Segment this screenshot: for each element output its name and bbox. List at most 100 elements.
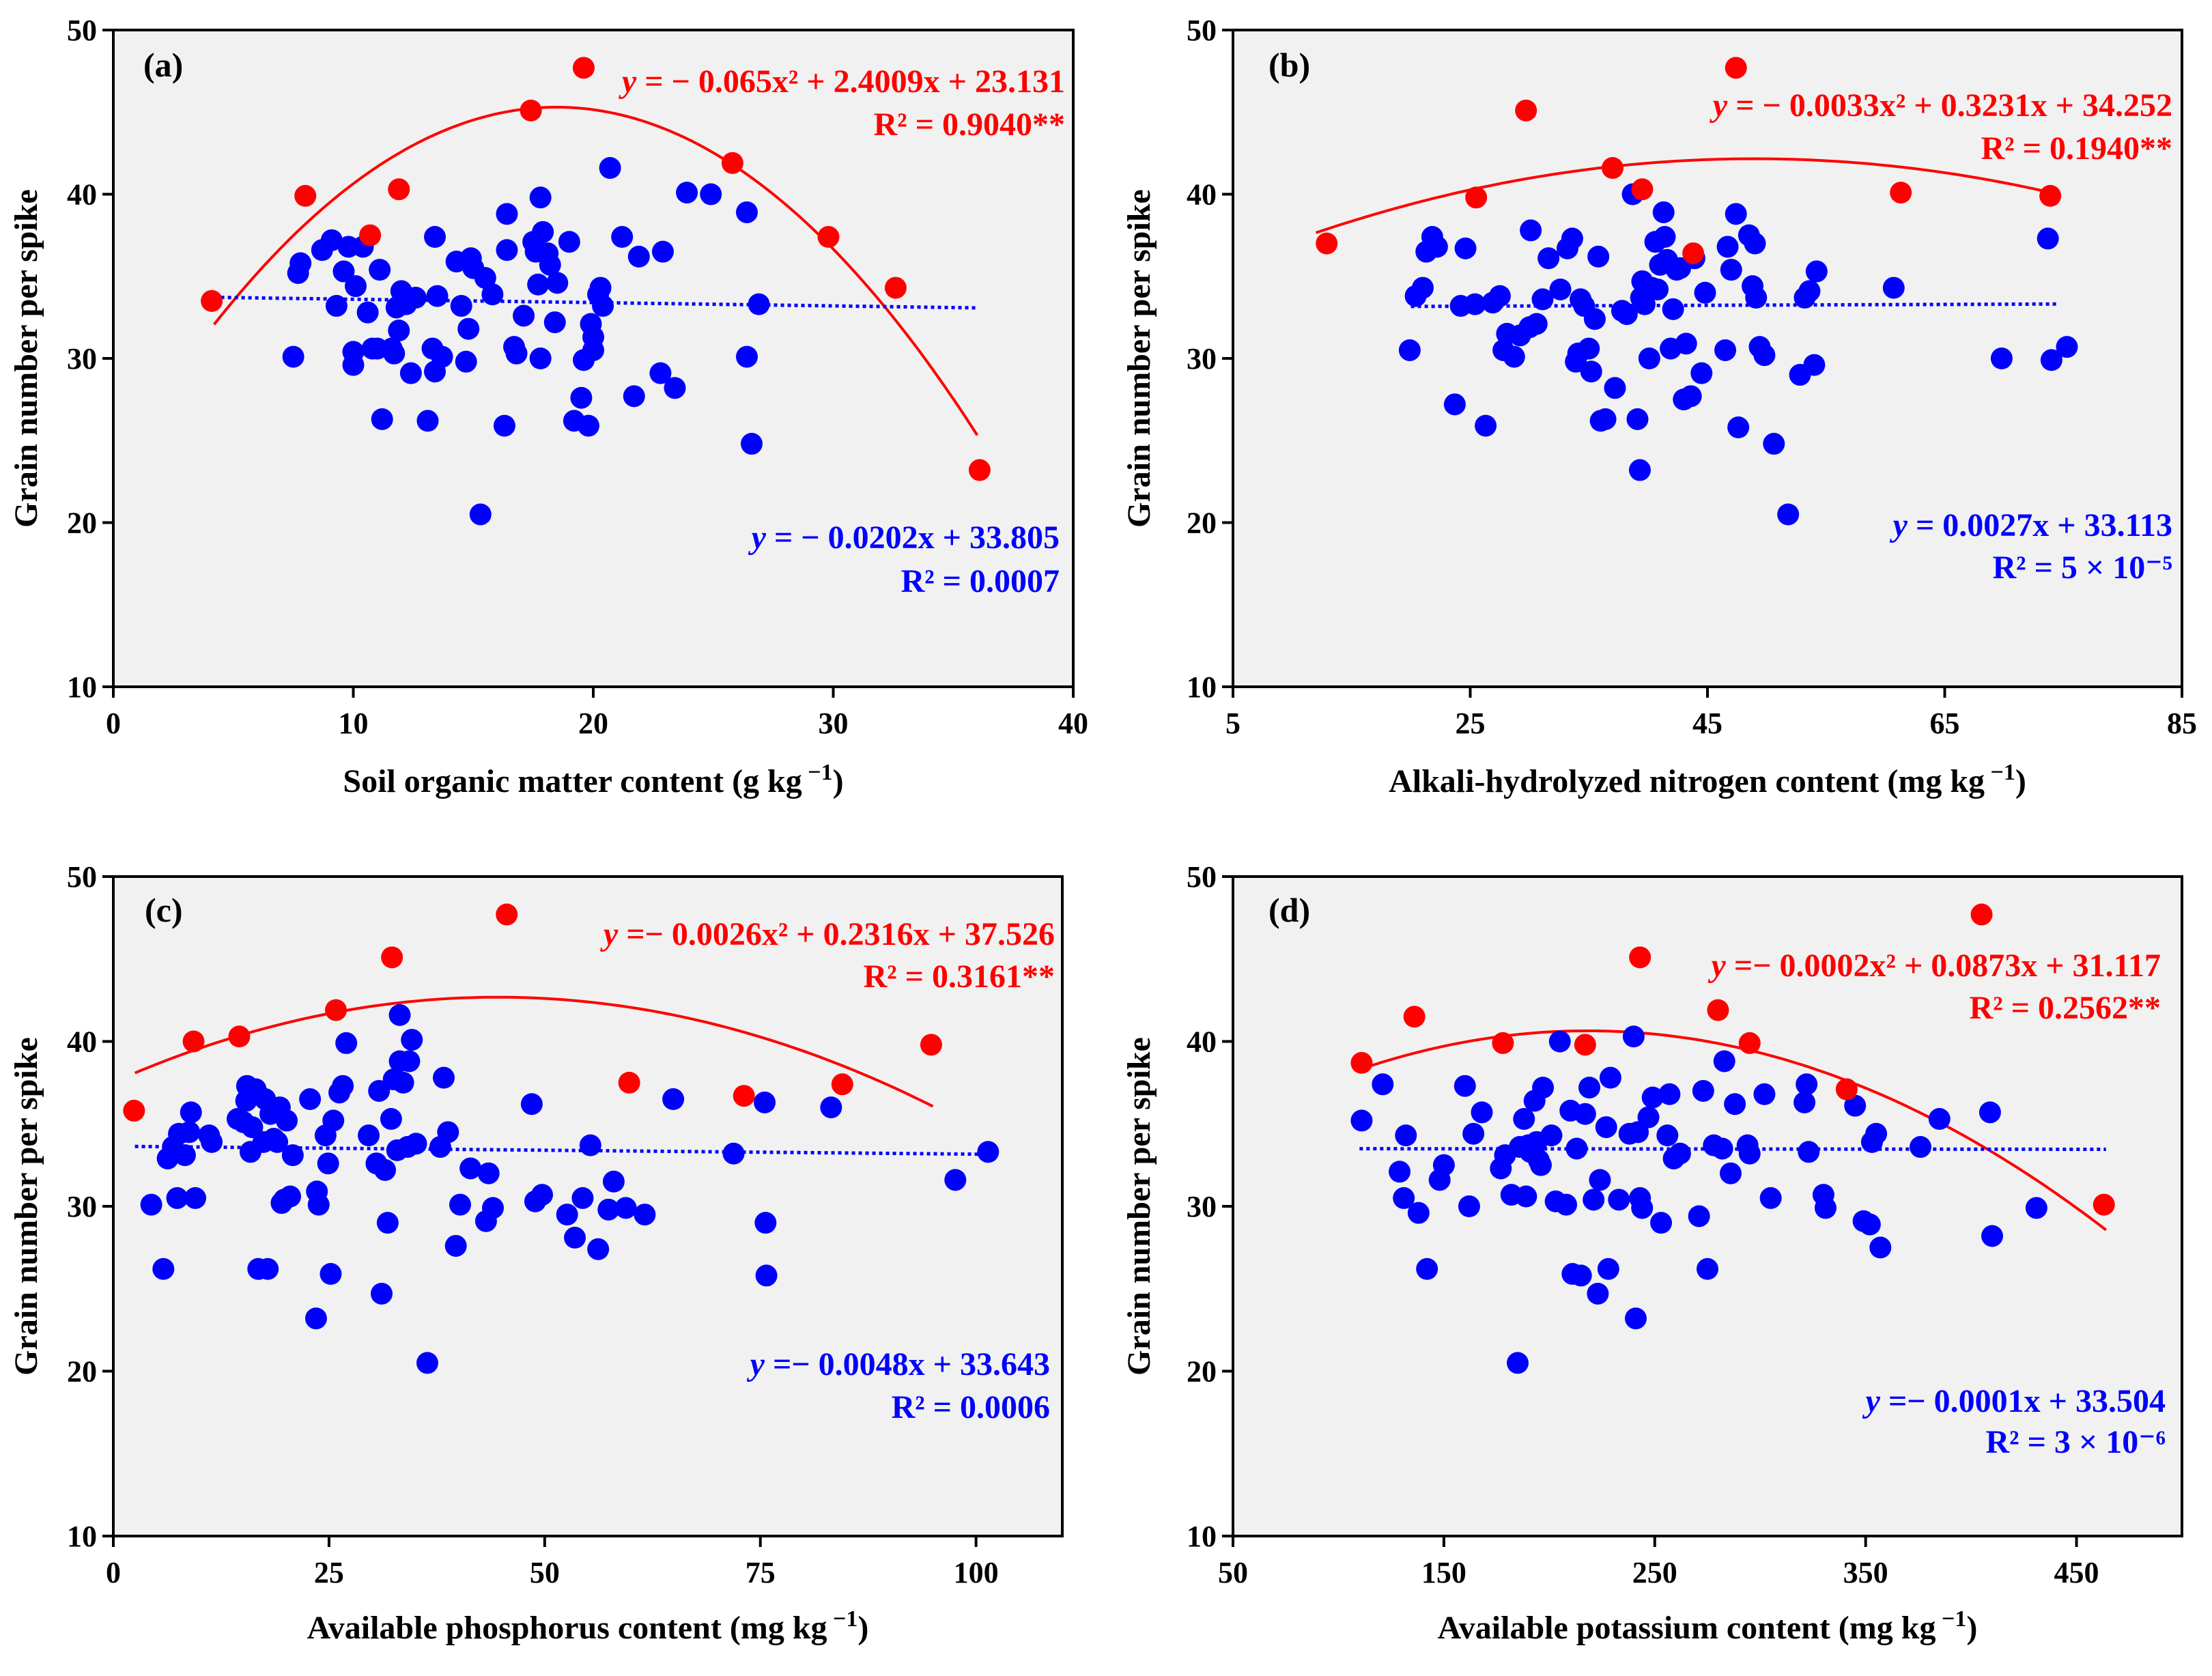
plot-area (1232, 29, 2183, 688)
blue-point (332, 260, 355, 283)
red-point (1403, 1006, 1426, 1028)
blue-point (1658, 1083, 1681, 1105)
blue-point (1389, 1161, 1411, 1183)
blue-point (1525, 313, 1548, 335)
panel-b: 10 20 30 40 50 5 25 45 65 85 Alkali-hydrolyzed nit… (1121, 14, 2197, 799)
blue-point (582, 339, 604, 361)
blue-point (662, 1088, 685, 1111)
blue-point (611, 226, 634, 248)
blue-point (1714, 339, 1737, 361)
blue-point (1513, 1108, 1535, 1131)
blue-point (405, 1133, 427, 1155)
blue-point (1656, 1124, 1679, 1147)
blue-point (1713, 1050, 1735, 1073)
blue-point (1407, 1202, 1430, 1224)
blue-point (1532, 1077, 1555, 1099)
y-tick-label: 10 (1187, 670, 1217, 704)
blue-point (201, 1131, 223, 1153)
blue-point (304, 1307, 327, 1330)
blue-point (282, 345, 304, 368)
blue-point (388, 1004, 411, 1026)
red-point (618, 1071, 640, 1094)
blue-point (450, 295, 472, 317)
blue-point (1350, 1109, 1373, 1132)
x-tick-label: 50 (1218, 1556, 1248, 1589)
blue-point (332, 1075, 354, 1097)
x-tick-label: 25 (314, 1556, 344, 1589)
x-axis-label: Alkali-hydrolyzed nitrogen content (mg k… (1389, 760, 2026, 799)
y-tick-label: 40 (67, 1025, 97, 1059)
blue-point (279, 1185, 302, 1208)
blue-point (416, 410, 439, 432)
red-point (1629, 946, 1651, 969)
blue-point (342, 341, 365, 363)
blue-point (1594, 408, 1617, 430)
plot-area (1232, 875, 2183, 1537)
y-axis-label: Grain number per spike (8, 1037, 44, 1376)
blue-point (1426, 236, 1448, 258)
blue-point (1720, 259, 1742, 281)
blue-point (399, 362, 422, 384)
blue-point (754, 1212, 777, 1234)
x-tick-label: 10 (339, 707, 369, 740)
blue-point (383, 342, 406, 365)
blue-point (614, 1197, 637, 1219)
blue-point (474, 267, 496, 289)
blue-point (1578, 337, 1600, 360)
y-tick-label: 10 (1187, 1520, 1217, 1553)
red-point (817, 226, 840, 248)
blue-point (531, 1184, 554, 1206)
blue-point (623, 385, 645, 408)
red-r-squared: R² = 0.9040** (874, 106, 1065, 143)
blue-point (307, 1193, 330, 1216)
blue-point (1724, 1093, 1746, 1116)
red-equation: y = − 0.0033x² + 0.3231x + 34.252 (1710, 87, 2172, 124)
y-tick-label: 40 (1187, 1025, 1217, 1059)
y-tick-label: 10 (67, 1520, 97, 1553)
blue-point (1744, 232, 1766, 255)
blue-point (1725, 203, 1747, 225)
blue-point (1580, 360, 1602, 383)
blue-point (1979, 1101, 2001, 1124)
blue-point (317, 1152, 339, 1175)
red-point (1602, 157, 1623, 180)
blue-point (1694, 281, 1716, 304)
linear-fit-line (214, 296, 978, 310)
y-tick-label: 20 (67, 507, 97, 540)
blue-point (1690, 362, 1713, 384)
blue-point (1844, 1094, 1867, 1117)
quadratic-fit-line (134, 995, 934, 1108)
red-equation: y =− 0.0002x² + 0.0873x + 31.117 (1708, 948, 2161, 984)
x-axis-label: Available phosphorus content (mg kg −1) (307, 1606, 869, 1646)
blue-equation: y =− 0.0048x + 33.643 (747, 1346, 1050, 1382)
blue-point (579, 1134, 601, 1156)
blue-point (1796, 1073, 1818, 1096)
blue-point (529, 186, 552, 209)
blue-point (1909, 1136, 1931, 1159)
blue-point (1647, 278, 1669, 300)
y-axis-label: Grain number per spike (8, 189, 44, 528)
blue-point (345, 275, 367, 298)
blue-point (1641, 1086, 1664, 1109)
blue-point (241, 1116, 264, 1139)
red-r-squared: R² = 0.1940** (1981, 130, 2172, 167)
blue-point (1692, 1079, 1714, 1102)
blue-point (1540, 1124, 1563, 1147)
blue-point (140, 1193, 162, 1216)
red-point (123, 1099, 145, 1122)
blue-point (1599, 1066, 1621, 1089)
blue-point (1416, 1258, 1438, 1280)
blue-point (1622, 1025, 1645, 1048)
blue-point (755, 1264, 778, 1287)
blue-point (1814, 1197, 1837, 1219)
blue-point (1805, 260, 1828, 283)
quadratic-fit-line (1359, 1029, 2108, 1232)
blue-point (599, 157, 621, 180)
blue-point (735, 345, 758, 368)
blue-point (1624, 1307, 1647, 1330)
blue-point (1633, 293, 1656, 315)
x-tick-label: 150 (1421, 1556, 1466, 1589)
red-point (2093, 1193, 2115, 1216)
blue-point (152, 1258, 175, 1280)
linear-fit-line (134, 1144, 989, 1156)
